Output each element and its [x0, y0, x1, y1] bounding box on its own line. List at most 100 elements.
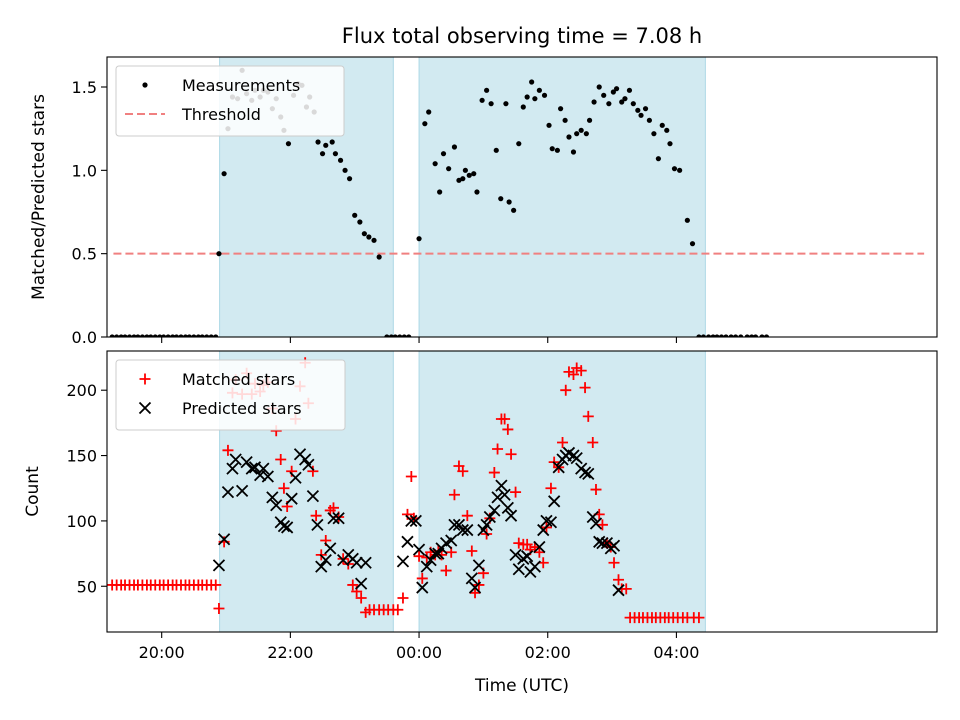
- point-0-0-113: [549, 146, 555, 152]
- point-1-0-132: [590, 484, 602, 496]
- point-0-0-16: [114, 334, 120, 337]
- point-0-0-128: [613, 86, 620, 92]
- point-0-0-148: [705, 334, 712, 337]
- point-0-0-24: [148, 334, 154, 337]
- point-1-0-137: [608, 557, 620, 569]
- point-0-0-160: [763, 334, 770, 337]
- point-0-0-156: [744, 334, 750, 337]
- point-1-0-117: [533, 546, 545, 558]
- point-0-0-86: [432, 161, 438, 167]
- point-1-1-64: [509, 548, 522, 562]
- point-1-1-33: [355, 577, 368, 590]
- point-1-1-82: [578, 466, 592, 479]
- y-tick-label-1-3: 200: [66, 381, 97, 400]
- point-1-1-84: [586, 510, 599, 524]
- point-1-0-73: [355, 592, 367, 604]
- point-0-0-89: [446, 166, 452, 172]
- point-1-1-25: [319, 553, 332, 567]
- point-0-0-38: [208, 334, 214, 337]
- point-1-0-71: [347, 579, 359, 591]
- observing-window-0-1: [418, 56, 706, 338]
- point-1-0-7: [53, 579, 64, 590]
- point-1-1-13: [270, 499, 283, 512]
- point-1-1-26: [324, 542, 337, 555]
- point-1-0-124: [560, 384, 572, 396]
- point-1-1-41: [420, 560, 433, 573]
- legend-label-1-1: Predicted stars: [182, 399, 302, 418]
- point-0-0-88: [440, 151, 447, 157]
- point-1-0-128: [575, 365, 587, 377]
- y-tick-label-1-1: 100: [66, 512, 97, 531]
- point-0-0-96: [474, 189, 480, 195]
- point-1-0-97: [457, 465, 469, 477]
- point-0-0-141: [667, 141, 673, 147]
- point-0-0-104: [511, 207, 517, 213]
- point-1-1-1: [217, 533, 231, 546]
- point-0-0-116: [562, 117, 568, 123]
- point-1-0-10: [66, 579, 77, 590]
- point-0-0-4: [43, 334, 48, 339]
- point-0-0-6: [52, 334, 57, 339]
- point-1-1-69: [528, 560, 542, 573]
- point-0-0-69: [342, 167, 348, 173]
- point-1-1-70: [533, 540, 546, 554]
- legend-1: Matched stars Predicted stars: [115, 359, 346, 431]
- point-0-0-154: [733, 334, 739, 337]
- point-0-0-36: [199, 334, 205, 337]
- point-0-0-20: [131, 334, 137, 337]
- y-axis-label-0: Matched/Predicted stars: [29, 94, 49, 300]
- point-1-1-36: [401, 535, 414, 548]
- point-0-0-108: [529, 79, 535, 85]
- point-1-0-129: [579, 382, 591, 394]
- point-1-1-39: [412, 543, 426, 556]
- point-0-0-71: [352, 212, 358, 218]
- point-1-1-60: [495, 479, 508, 492]
- point-0-0-78: [388, 334, 394, 337]
- point-1-0-8: [58, 579, 69, 590]
- point-0-0-143: [677, 167, 683, 173]
- point-0-0-17: [118, 334, 124, 337]
- point-0-0-142: [671, 166, 678, 172]
- point-1-0-3: [26, 579, 37, 590]
- point-0-0-26: [157, 334, 163, 337]
- point-0-0-140: [664, 127, 670, 133]
- point-0-0-33: [186, 334, 192, 337]
- point-1-0-106: [492, 443, 504, 455]
- point-1-0-6: [49, 579, 60, 590]
- point-0-0-102: [503, 101, 509, 107]
- y-tick-label-0-0: 0.0: [72, 328, 97, 347]
- point-0-0-90: [451, 144, 458, 150]
- point-1-0-86: [413, 550, 425, 562]
- point-0-0-25: [152, 334, 158, 337]
- point-1-1-2: [221, 486, 235, 499]
- point-1-1-87: [596, 536, 609, 550]
- point-0-0-145: [689, 241, 696, 247]
- point-1-1-4: [229, 453, 242, 466]
- point-1-1-28: [332, 512, 345, 525]
- observing-window-1-1: [418, 350, 706, 633]
- point-1-0-1: [17, 579, 28, 590]
- x-tick-label-2: 22:00: [267, 643, 313, 662]
- point-0-0-126: [606, 101, 612, 107]
- point-0-0-107: [524, 94, 530, 100]
- point-1-1-80: [570, 452, 583, 465]
- point-1-0-109: [502, 423, 514, 435]
- point-1-1-85: [589, 517, 603, 530]
- point-1-0-42: [222, 444, 234, 456]
- point-0-0-81: [401, 334, 407, 337]
- point-1-0-123: [557, 436, 569, 448]
- point-0-0-95: [471, 171, 477, 177]
- point-0-0-119: [574, 131, 580, 137]
- point-0-0-19: [126, 334, 133, 337]
- point-0-0-139: [659, 122, 665, 128]
- point-0-0-28: [165, 334, 171, 337]
- ratio-panel: 0.0 0.5 1.0 1.5 Matched/Predicted stars Measu…: [28, 56, 938, 347]
- point-0-0-7: [56, 334, 61, 339]
- point-1-1-38: [409, 514, 422, 528]
- point-0-0-3: [28, 334, 33, 339]
- point-1-1-74: [548, 495, 561, 508]
- point-1-0-98: [461, 510, 473, 522]
- y-tick-label-0-1: 0.5: [72, 245, 97, 264]
- point-0-0-151: [718, 334, 725, 337]
- point-0-0-70: [346, 176, 353, 182]
